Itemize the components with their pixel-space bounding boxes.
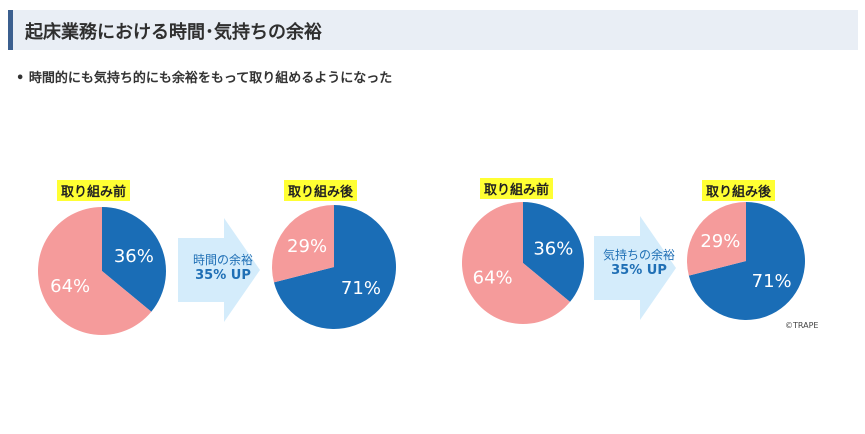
arrow-1-label: 時間の余裕 35% UP (183, 252, 263, 284)
arrow-1-line2: 35% UP (195, 268, 251, 283)
arrow-2-label: 気持ちの余裕 35% UP (597, 247, 681, 279)
arrow-2-line2: 35% UP (611, 263, 667, 278)
chart-4-title: 取り組み後 (702, 180, 776, 201)
pie-3-label-1: 36% (533, 239, 573, 260)
pie-1-slice-2 (37, 207, 152, 336)
arrow-1-line1: 時間の余裕 (192, 253, 253, 267)
pie-3-slice-1 (523, 202, 584, 302)
chart-3-title: 取り組み前 (480, 178, 554, 199)
arrow-2-shape (594, 216, 676, 320)
page-title: 起床業務における時間･気持ちの余裕 (25, 22, 322, 43)
pie-4-label-2: 29% (700, 231, 740, 252)
pie-1-label-2: 64% (50, 276, 90, 297)
title-bar: 起床業務における時間･気持ちの余裕 (8, 10, 858, 50)
arrow-1-shape (178, 218, 260, 322)
pie-1-label-1: 36% (114, 246, 154, 267)
bullet-text: • 時間的にも気持ち的にも余裕をもって取り組めるようになった (16, 71, 393, 86)
chart-2-title: 取り組み後 (284, 180, 358, 201)
pie-4-slice-1 (688, 202, 806, 321)
pie-4-slice-2 (687, 202, 746, 276)
chart-1-title: 取り組み前 (57, 180, 131, 201)
arrow-2-line1: 気持ちの余裕 (602, 248, 675, 262)
pie-2-label-1: 71% (341, 278, 381, 299)
pie-4-label-1: 71% (752, 271, 792, 292)
pie-3-slice-2 (461, 201, 571, 324)
pie-2-label-2: 29% (287, 236, 327, 257)
pie-1-slice-1 (102, 207, 166, 312)
bullet-label: 時間的にも気持ち的にも余裕をもって取り組めるようになった (28, 71, 393, 86)
pie-2-slice-2 (272, 205, 334, 283)
credit-text: ©TRAPE (785, 321, 819, 330)
pie-3-label-2: 64% (473, 267, 513, 288)
pie-2-slice-1 (273, 205, 396, 329)
